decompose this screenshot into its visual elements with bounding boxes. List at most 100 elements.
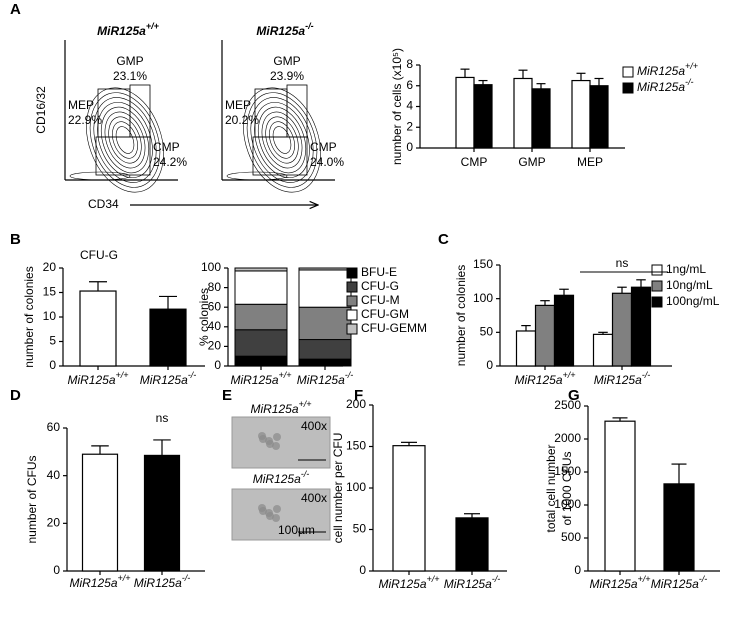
y-tick-label: 6 <box>406 78 413 92</box>
bar-segment <box>298 267 352 271</box>
contour <box>254 102 310 178</box>
magnification: 400x <box>301 419 327 433</box>
y-tick-label: 20 <box>47 516 61 530</box>
x-tick-label: MiR125a+/+ <box>378 574 439 591</box>
bar <box>611 292 633 367</box>
bar <box>592 333 614 367</box>
y-tick-label: 40 <box>47 468 61 482</box>
y-axis-label: % colonies <box>197 288 211 346</box>
gate-pct: 22.9% <box>68 113 102 127</box>
y-tick-label: 2000 <box>554 431 581 445</box>
legend-swatch <box>346 309 358 321</box>
legend-label: CFU-G <box>361 279 399 293</box>
contour <box>108 116 142 164</box>
legend-swatch <box>622 82 634 94</box>
contour <box>69 171 131 181</box>
contour <box>112 121 138 159</box>
legend-swatch <box>651 264 663 276</box>
legend-label: 100ng/mL <box>666 294 720 308</box>
flow-x-label: CD34 <box>88 197 119 211</box>
y-tick-label: 60 <box>208 299 222 313</box>
y-tick-label: 1000 <box>554 497 581 511</box>
y-tick-label: 1500 <box>554 464 581 478</box>
x-tick-label: MiR125a-/- <box>140 370 197 387</box>
contour <box>115 126 135 154</box>
x-tick-label: CMP <box>461 155 488 169</box>
cell <box>266 440 274 448</box>
legend-label: CFU-M <box>361 293 400 307</box>
image-label: MiR125a+/+ <box>250 399 311 416</box>
scale-bar-label: 100µm <box>278 523 315 537</box>
x-tick-label: MiR125a+/+ <box>67 370 128 387</box>
panel-letter: A <box>10 1 21 18</box>
x-tick-label: MiR125a+/+ <box>230 370 291 387</box>
legend-label: CFU-GM <box>361 307 409 321</box>
legend-label: CFU-GEMM <box>361 321 427 335</box>
gate-pct: 20.2% <box>225 113 259 127</box>
bar <box>81 453 119 572</box>
x-tick-label: MiR125a-/- <box>444 574 501 591</box>
bar-segment <box>298 339 352 360</box>
bar-segment <box>234 329 288 357</box>
annotation: ns <box>616 256 629 270</box>
y-tick-label: 0 <box>214 358 221 372</box>
chart-title: CFU-G <box>80 248 118 262</box>
bar <box>143 454 181 572</box>
bar <box>553 294 575 367</box>
panel-letter: B <box>10 231 21 248</box>
panel-letter: G <box>568 387 580 404</box>
legend-swatch <box>622 66 634 78</box>
y-tick-label: 0 <box>359 563 366 577</box>
bar-segment <box>234 267 288 272</box>
flow-y-label: CD16/32 <box>34 86 48 134</box>
bar <box>630 286 652 367</box>
legend-swatch <box>346 267 358 279</box>
annotation: *** <box>465 533 479 547</box>
y-tick-label: 500 <box>561 530 581 544</box>
x-tick-label: MEP <box>577 155 603 169</box>
x-tick-label: GMP <box>518 155 545 169</box>
bar-segment <box>234 303 288 331</box>
legend-label: 1ng/mL <box>666 262 706 276</box>
y-axis-label: of 1000 CFUs <box>560 451 574 525</box>
bar <box>79 290 117 367</box>
bar <box>455 76 475 149</box>
gate-name: CMP <box>153 140 180 154</box>
bar <box>604 420 636 572</box>
y-tick-label: 20 <box>208 339 222 353</box>
y-axis-label: total cell number <box>544 444 558 532</box>
bar-segment <box>298 358 352 367</box>
bar <box>515 330 537 367</box>
y-tick-label: 2500 <box>554 398 581 412</box>
contour <box>89 92 161 188</box>
bar-segment <box>234 355 288 367</box>
contour <box>272 126 292 154</box>
y-tick-label: 100 <box>201 260 221 274</box>
y-tick-label: 0 <box>49 358 56 372</box>
y-tick-label: 200 <box>346 397 366 411</box>
bar <box>392 445 426 572</box>
x-tick-label: MiR125a-/- <box>297 370 354 387</box>
y-tick-label: 5 <box>49 334 56 348</box>
x-tick-label: MiR125a+/+ <box>589 574 650 591</box>
y-tick-label: 0 <box>406 140 413 154</box>
gate-name: GMP <box>273 54 300 68</box>
y-tick-label: 150 <box>473 257 493 271</box>
y-tick-label: 40 <box>208 319 222 333</box>
y-tick-label: 100 <box>473 291 493 305</box>
contour <box>265 116 299 164</box>
gate-pct: 24.2% <box>153 155 187 169</box>
gate-pct: 23.1% <box>113 69 147 83</box>
y-tick-label: 150 <box>346 439 366 453</box>
gate-pct: 24.0% <box>310 155 344 169</box>
legend-swatch <box>651 280 663 292</box>
annotation: ns <box>156 411 169 425</box>
x-tick-label: MiR125a+/+ <box>69 573 130 590</box>
y-tick-label: 0 <box>486 358 493 372</box>
y-tick-label: 60 <box>47 420 61 434</box>
panel-letter: C <box>438 231 449 248</box>
x-tick-label: MiR125a-/- <box>594 370 651 387</box>
contour <box>104 111 146 169</box>
bar <box>534 304 556 367</box>
gate <box>95 136 151 176</box>
